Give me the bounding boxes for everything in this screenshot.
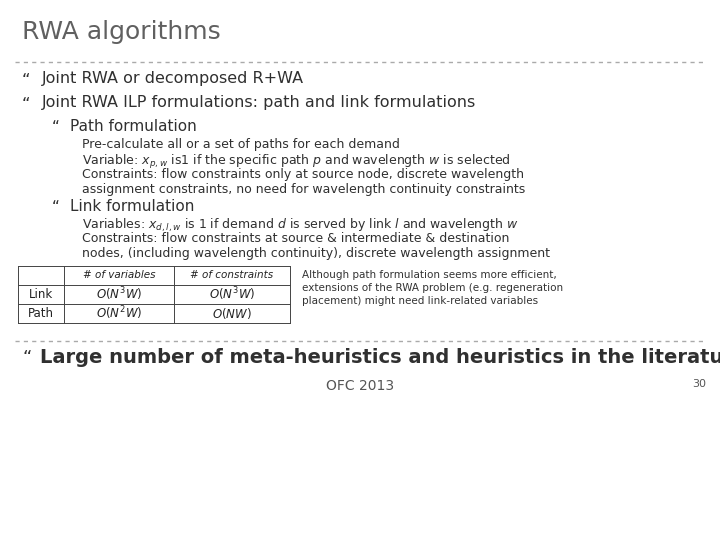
Text: OFC 2013: OFC 2013	[326, 379, 394, 393]
Text: nodes, (including wavelength continuity), discrete wavelength assignment: nodes, (including wavelength continuity)…	[82, 247, 550, 260]
Text: Large number of meta-heuristics and heuristics in the literature: Large number of meta-heuristics and heur…	[40, 348, 720, 367]
Text: # of constraints: # of constraints	[190, 271, 274, 280]
Text: assignment constraints, no need for wavelength continuity constraints: assignment constraints, no need for wave…	[82, 183, 526, 196]
Text: # of variables: # of variables	[83, 271, 156, 280]
Text: Variable: $x_{p,w}$ is1 if the specific path $p$ and wavelength $w$ is selected: Variable: $x_{p,w}$ is1 if the specific …	[82, 153, 510, 171]
Text: “: “	[22, 349, 32, 367]
Text: “: “	[52, 200, 60, 215]
Text: RWA algorithms: RWA algorithms	[22, 20, 221, 44]
Text: $O(N^3W)$: $O(N^3W)$	[96, 286, 142, 303]
Text: “: “	[22, 96, 30, 114]
Text: Constraints: flow constraints only at source node, discrete wavelength: Constraints: flow constraints only at so…	[82, 168, 524, 181]
Text: Joint RWA ILP formulations: path and link formulations: Joint RWA ILP formulations: path and lin…	[42, 95, 476, 110]
Text: Link formulation: Link formulation	[70, 199, 194, 214]
Text: “: “	[22, 72, 30, 90]
Text: Link: Link	[29, 288, 53, 301]
Text: Pre-calculate all or a set of paths for each demand: Pre-calculate all or a set of paths for …	[82, 138, 400, 151]
Text: 30: 30	[692, 379, 706, 389]
Text: Constraints: flow constraints at source & intermediate & destination: Constraints: flow constraints at source …	[82, 232, 509, 245]
Text: $O(N^3W)$: $O(N^3W)$	[209, 286, 255, 303]
Text: Path: Path	[28, 307, 54, 320]
Text: Path formulation: Path formulation	[70, 119, 197, 134]
Text: $O(NW)$: $O(NW)$	[212, 306, 252, 321]
Text: Variables: $x_{d,l,w}$ is 1 if demand $d$ is served by link $l$ and wavelength $: Variables: $x_{d,l,w}$ is 1 if demand $d…	[82, 217, 518, 234]
Text: Joint RWA or decomposed R+WA: Joint RWA or decomposed R+WA	[42, 71, 304, 86]
Text: Although path formulation seems more efficient,
extensions of the RWA problem (e: Although path formulation seems more eff…	[302, 270, 563, 306]
Text: $O(N^2W)$: $O(N^2W)$	[96, 305, 142, 322]
Text: “: “	[52, 120, 60, 135]
